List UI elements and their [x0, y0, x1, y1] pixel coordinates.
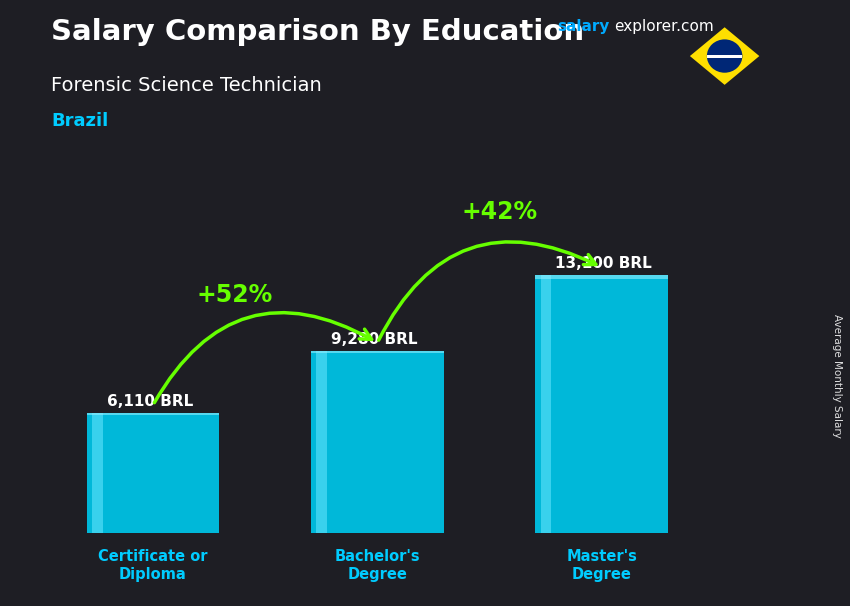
Text: +42%: +42% [462, 200, 538, 224]
Bar [87, 413, 219, 415]
Bar [316, 350, 327, 533]
Bar [92, 413, 103, 533]
Bar [311, 350, 444, 353]
Text: Average Monthly Salary: Average Monthly Salary [832, 314, 842, 438]
Polygon shape [707, 55, 742, 58]
Bar [311, 350, 444, 533]
Bar [536, 275, 668, 533]
Bar [87, 413, 219, 533]
Text: 13,100 BRL: 13,100 BRL [555, 256, 652, 271]
Polygon shape [690, 27, 759, 85]
Bar [536, 275, 668, 279]
Bar [541, 275, 552, 533]
Text: explorer.com: explorer.com [615, 19, 714, 35]
Text: salary: salary [557, 19, 609, 35]
Circle shape [707, 39, 742, 73]
Text: +52%: +52% [196, 284, 273, 307]
Text: 6,110 BRL: 6,110 BRL [106, 394, 193, 409]
Text: Brazil: Brazil [51, 112, 108, 130]
Text: Salary Comparison By Education: Salary Comparison By Education [51, 18, 584, 46]
Text: 9,280 BRL: 9,280 BRL [331, 331, 417, 347]
Text: Forensic Science Technician: Forensic Science Technician [51, 76, 322, 95]
